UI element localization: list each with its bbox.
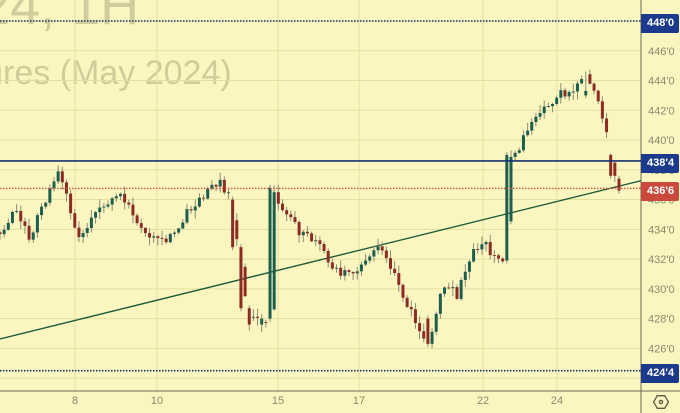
svg-text:440'0: 440'0 bbox=[648, 135, 675, 147]
svg-text:22: 22 bbox=[477, 395, 489, 407]
svg-text:Futures (May 2024): Futures (May 2024) bbox=[0, 54, 232, 92]
svg-text:426'0: 426'0 bbox=[648, 343, 675, 355]
svg-text:24: 24 bbox=[551, 395, 563, 407]
svg-text:446'0: 446'0 bbox=[648, 46, 675, 58]
svg-text:15: 15 bbox=[272, 395, 284, 407]
svg-text:432'0: 432'0 bbox=[648, 254, 675, 266]
svg-text:430'0: 430'0 bbox=[648, 284, 675, 296]
svg-text:17: 17 bbox=[353, 395, 365, 407]
svg-text:428'0: 428'0 bbox=[648, 314, 675, 326]
svg-text:2024, 1H: 2024, 1H bbox=[0, 0, 139, 36]
svg-text:442'0: 442'0 bbox=[648, 105, 675, 117]
svg-text:8: 8 bbox=[72, 395, 78, 407]
svg-text:434'0: 434'0 bbox=[648, 224, 675, 236]
svg-text:10: 10 bbox=[151, 395, 163, 407]
svg-text:444'0: 444'0 bbox=[648, 76, 675, 88]
